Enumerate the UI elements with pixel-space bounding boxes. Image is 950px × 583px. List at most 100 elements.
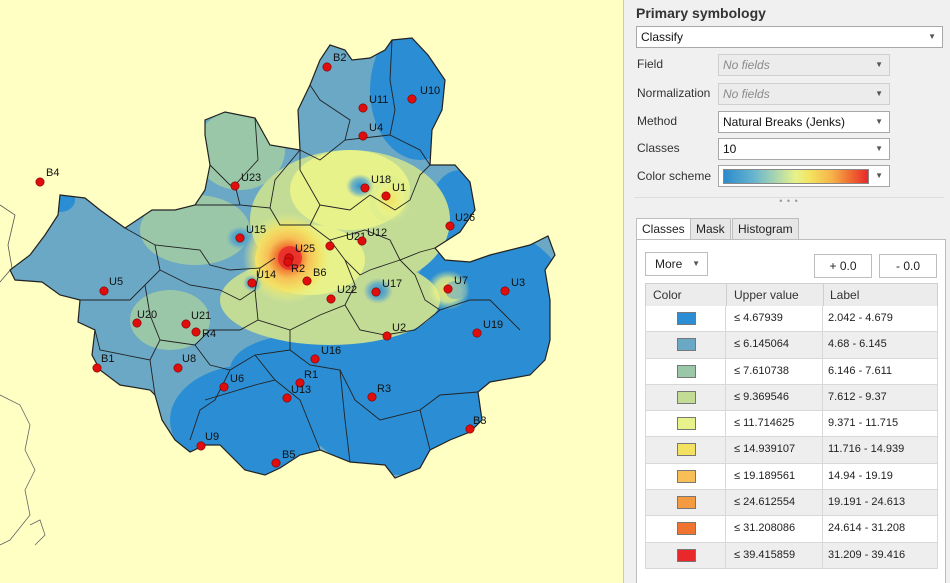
normalization-dropdown[interactable]: No fields ▼ — [718, 83, 890, 105]
site-point[interactable] — [196, 441, 206, 451]
site-point[interactable] — [92, 363, 102, 373]
class-upper-value[interactable]: ≤ 11.714625 — [726, 411, 823, 437]
class-label[interactable]: 14.94 - 19.19 — [828, 469, 893, 482]
class-color-cell[interactable] — [646, 463, 726, 490]
site-point[interactable] — [283, 257, 293, 267]
class-color-cell[interactable] — [646, 411, 726, 437]
class-row[interactable]: ≤ 11.714625 9.371 - 11.715 — [645, 411, 938, 438]
site-point[interactable] — [230, 181, 240, 191]
site-point[interactable] — [445, 221, 455, 231]
site-point[interactable] — [381, 191, 391, 201]
class-row[interactable]: ≤ 9.369546 7.612 - 9.37 — [645, 384, 938, 412]
site-point[interactable] — [358, 131, 368, 141]
tab-classes[interactable]: Classes — [636, 218, 691, 241]
class-row[interactable]: ≤ 7.610738 6.146 - 7.611 — [645, 358, 938, 385]
more-button[interactable]: More ▼ — [645, 252, 708, 276]
class-row[interactable]: ≤ 14.939107 11.716 - 14.939 — [645, 437, 938, 464]
minus-precision-button[interactable]: - 0.0 — [879, 254, 937, 278]
class-label[interactable]: 4.68 - 6.145 — [828, 338, 887, 351]
class-color-swatch[interactable] — [677, 312, 696, 325]
classes-dropdown[interactable]: 10 ▼ — [718, 138, 890, 160]
site-point[interactable] — [235, 233, 245, 243]
site-point[interactable] — [367, 392, 377, 402]
site-point[interactable] — [247, 278, 257, 288]
class-color-swatch[interactable] — [677, 548, 696, 562]
site-point[interactable] — [322, 62, 332, 72]
class-color-cell[interactable] — [646, 516, 726, 542]
site-point[interactable] — [465, 424, 475, 434]
site-point[interactable] — [295, 378, 305, 388]
renderer-dropdown[interactable]: Classify ▼ — [636, 26, 943, 48]
class-color-swatch[interactable] — [677, 469, 696, 483]
class-color-cell[interactable] — [646, 358, 726, 384]
class-upper-value[interactable]: ≤ 39.415859 — [726, 542, 823, 568]
site-point[interactable] — [472, 328, 482, 338]
site-point[interactable] — [382, 331, 392, 341]
class-color-swatch[interactable] — [677, 417, 696, 431]
site-point[interactable] — [132, 318, 142, 328]
site-point[interactable] — [371, 287, 381, 297]
class-row[interactable]: ≤ 24.612554 19.191 - 24.613 — [645, 490, 938, 517]
site-point[interactable] — [191, 327, 201, 337]
class-label[interactable]: 2.042 - 4.679 — [828, 312, 893, 324]
site-point[interactable] — [271, 458, 281, 468]
site-point[interactable] — [360, 183, 370, 193]
class-color-swatch[interactable] — [677, 443, 696, 457]
class-row[interactable]: ≤ 19.189561 14.94 - 19.19 — [645, 463, 938, 491]
class-color-swatch[interactable] — [677, 338, 696, 352]
class-upper-value[interactable]: ≤ 7.610738 — [726, 358, 823, 384]
class-row[interactable]: ≤ 6.145064 4.68 - 6.145 — [645, 332, 938, 359]
tab-mask[interactable]: Mask — [690, 218, 731, 240]
class-color-cell[interactable] — [646, 306, 726, 332]
map-view[interactable]: B2 U10 U11 U4 B4 U23 U18 U1 U26 U15 U25 U21 U12 R2 U14… — [0, 0, 623, 583]
class-label[interactable]: 24.614 - 31.208 — [828, 522, 906, 535]
plus-precision-button[interactable]: + 0.0 — [814, 254, 872, 278]
class-row[interactable]: ≤ 39.415859 31.209 - 39.416 — [645, 542, 938, 569]
site-point[interactable] — [310, 354, 320, 364]
class-color-cell[interactable] — [646, 542, 726, 568]
tab-histogram[interactable]: Histogram — [732, 218, 799, 240]
site-point[interactable] — [325, 241, 335, 251]
class-color-cell[interactable] — [646, 332, 726, 358]
site-point[interactable] — [302, 276, 312, 286]
class-color-swatch[interactable] — [677, 522, 696, 536]
field-dropdown[interactable]: No fields ▼ — [718, 54, 890, 76]
site-point[interactable] — [35, 177, 45, 187]
site-point[interactable] — [219, 382, 229, 392]
class-color-cell[interactable] — [646, 490, 726, 516]
class-label[interactable]: 11.716 - 14.939 — [828, 443, 905, 456]
class-upper-value[interactable]: ≤ 14.939107 — [726, 437, 823, 463]
site-point[interactable] — [99, 286, 109, 296]
site-point[interactable] — [173, 363, 183, 373]
class-upper-value[interactable]: ≤ 24.612554 — [726, 490, 823, 516]
site-point[interactable] — [282, 393, 292, 403]
class-upper-value[interactable]: ≤ 4.67939 — [726, 306, 823, 332]
site-point[interactable] — [326, 294, 336, 304]
class-row[interactable]: ≤ 31.208086 24.614 - 31.208 — [645, 516, 938, 543]
class-label[interactable]: 9.371 - 11.715 — [828, 417, 899, 430]
site-point[interactable] — [181, 319, 191, 329]
class-color-swatch[interactable] — [677, 364, 696, 378]
color-scheme-dropdown[interactable]: ▼ — [718, 165, 890, 187]
site-point[interactable] — [443, 284, 453, 294]
class-upper-value[interactable]: ≤ 31.208086 — [726, 516, 823, 542]
site-point[interactable] — [500, 286, 510, 296]
method-dropdown[interactable]: Natural Breaks (Jenks) ▼ — [718, 111, 890, 133]
class-color-cell[interactable] — [646, 437, 726, 463]
splitter-handle[interactable]: • • • — [634, 197, 944, 206]
site-point[interactable] — [358, 103, 368, 113]
class-label[interactable]: 19.191 - 24.613 — [828, 496, 906, 509]
class-color-swatch[interactable] — [677, 390, 696, 404]
class-color-cell[interactable] — [646, 384, 726, 411]
class-color-swatch[interactable] — [677, 496, 696, 510]
class-upper-value[interactable]: ≤ 9.369546 — [726, 384, 823, 411]
class-row[interactable]: ≤ 4.67939 2.042 - 4.679 — [645, 306, 938, 333]
class-label[interactable]: 6.146 - 7.611 — [828, 364, 893, 377]
site-point[interactable] — [407, 94, 417, 104]
class-label[interactable]: 31.209 - 39.416 — [828, 548, 906, 561]
class-upper-value[interactable]: ≤ 19.189561 — [726, 463, 823, 490]
class-upper-value[interactable]: ≤ 6.145064 — [726, 332, 823, 358]
site-point[interactable] — [357, 236, 367, 246]
class-label[interactable]: 7.612 - 9.37 — [828, 390, 887, 403]
